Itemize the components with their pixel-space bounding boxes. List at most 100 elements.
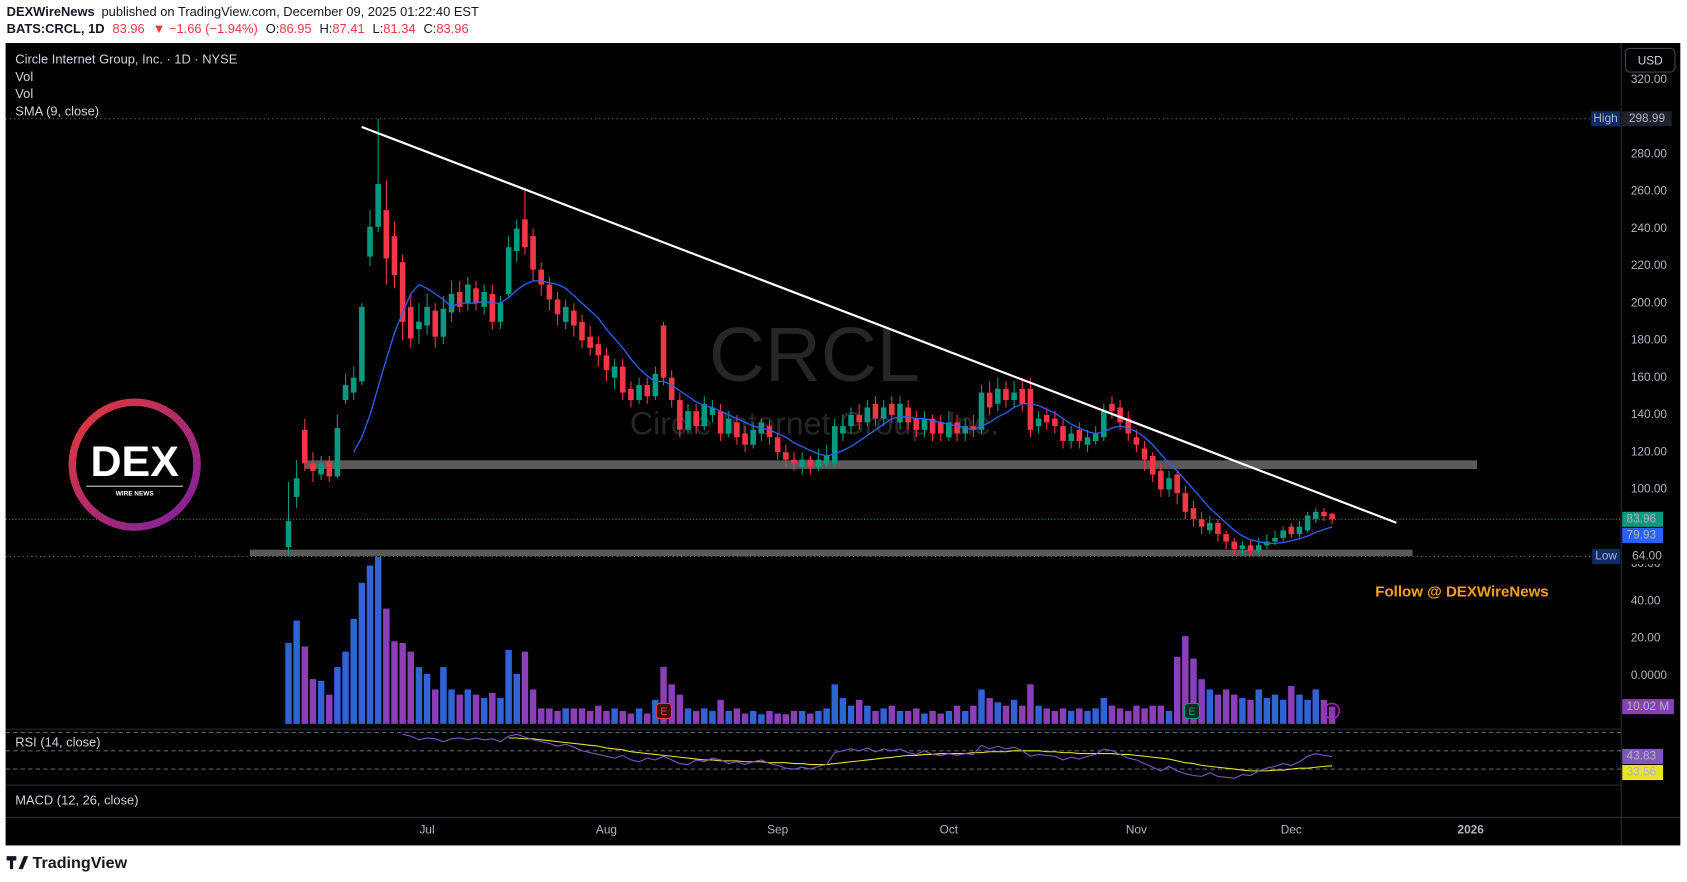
close-value: 83.96: [436, 22, 468, 37]
earnings-text: E: [1188, 706, 1195, 718]
candle-body: [1182, 493, 1189, 512]
x-tick-label: Jul: [420, 822, 435, 836]
volume-bar: [432, 689, 439, 724]
candle-body: [954, 422, 960, 434]
candle-body: [1206, 522, 1213, 531]
candle-body: [318, 463, 324, 475]
candle-body: [399, 262, 406, 322]
open-label: O:: [266, 22, 280, 37]
volume-bar: [423, 673, 431, 724]
volume-bar: [945, 710, 953, 724]
candle-body: [497, 303, 504, 322]
volume-bar: [749, 710, 757, 724]
candle-body: [1133, 437, 1140, 445]
volume-bar: [1222, 689, 1230, 724]
rsi-tag-box: [1622, 748, 1664, 764]
currency-button[interactable]: [1624, 47, 1676, 73]
volume-bars: [285, 556, 1336, 724]
candle-body: [660, 325, 667, 378]
y-tick-label: 320.00: [1631, 72, 1668, 86]
symbol: BATS:CRCL, 1D: [7, 22, 105, 37]
candle-body: [432, 310, 439, 337]
candle-body: [342, 385, 349, 401]
volume-bar: [888, 705, 896, 724]
volume-bar: [872, 710, 879, 724]
volume-bar: [717, 699, 724, 724]
candle-body: [677, 400, 683, 430]
y-tick-label: 260.00: [1631, 184, 1668, 198]
volume-bar: [1255, 689, 1262, 724]
volume-bar: [709, 710, 716, 724]
candle-body: [383, 210, 390, 259]
volume-bar: [1116, 708, 1124, 724]
close-label: C:: [423, 22, 436, 37]
candle-body: [848, 414, 854, 427]
high-value-box: [1622, 111, 1672, 127]
candle-body: [1003, 388, 1009, 401]
event-icon[interactable]: [1323, 702, 1341, 720]
candle-body: [725, 418, 732, 434]
volume-bar: [546, 708, 553, 724]
candle-body: [513, 228, 520, 252]
change: ▼ −1.66 (−1.94%): [153, 22, 258, 37]
volume-bar: [1010, 699, 1018, 724]
support-zone: [304, 460, 1478, 469]
low-tag: [1592, 548, 1621, 565]
high-value: 87.41: [332, 22, 364, 37]
volume-bar: [529, 689, 537, 724]
candle-body: [807, 459, 814, 468]
candle-body: [897, 403, 903, 423]
volume-bar: [285, 642, 292, 724]
earnings-marker[interactable]: [1183, 702, 1201, 720]
volume-bar: [880, 708, 887, 724]
volume-bar: [668, 684, 675, 724]
volume-bar: [1084, 710, 1091, 724]
candle-body: [456, 291, 463, 307]
sma-tag: 79.93: [1627, 528, 1657, 542]
candle-body: [1043, 414, 1050, 423]
candle-body: [1125, 418, 1132, 434]
sma-tag-box: [1622, 527, 1664, 543]
candle-body: [293, 478, 300, 497]
volume-bar: [847, 705, 855, 724]
candle-body: [1272, 537, 1278, 542]
annotation: Follow @ DEXWireNews: [1375, 584, 1548, 601]
published: published on TradingView.com, December 0…: [101, 4, 479, 19]
earnings-text: E: [660, 706, 667, 718]
volume-bar: [309, 679, 317, 724]
candle-body: [986, 392, 993, 408]
volume-bar: [521, 651, 529, 724]
volume-bar: [1019, 705, 1026, 724]
candle-body: [301, 429, 308, 464]
volume-bar: [1002, 705, 1010, 724]
volume-bar: [603, 710, 610, 724]
candle-body: [1321, 511, 1327, 517]
y-tick-label: 0.0000: [1631, 668, 1668, 682]
candle-body: [1158, 470, 1164, 490]
volume-bar: [391, 641, 398, 724]
logo-text: DEX: [90, 438, 179, 486]
candle-body: [685, 411, 691, 430]
rsi-tag: 43.83: [1627, 749, 1657, 763]
y-tick-label: 220.00: [1631, 258, 1668, 272]
volume-bar: [1247, 699, 1254, 724]
volume-bar: [1076, 708, 1083, 724]
low-value-box: [1622, 548, 1672, 565]
volume-bar: [782, 714, 790, 724]
candle-body: [1092, 433, 1099, 442]
volume-bar: [1214, 694, 1222, 724]
volume-bar: [440, 667, 447, 724]
candle-body: [1190, 508, 1197, 520]
candle-body: [937, 422, 944, 434]
y-tick-label: 160.00: [1631, 370, 1668, 384]
candle-body: [962, 426, 968, 434]
volume-bar: [643, 713, 651, 724]
x-tick-label: Nov: [1126, 822, 1147, 836]
earnings-marker[interactable]: [655, 702, 672, 720]
volume-bar: [790, 710, 798, 724]
volume-bar: [554, 710, 561, 724]
volume-bar: [1165, 710, 1173, 724]
candle-body: [644, 385, 651, 397]
